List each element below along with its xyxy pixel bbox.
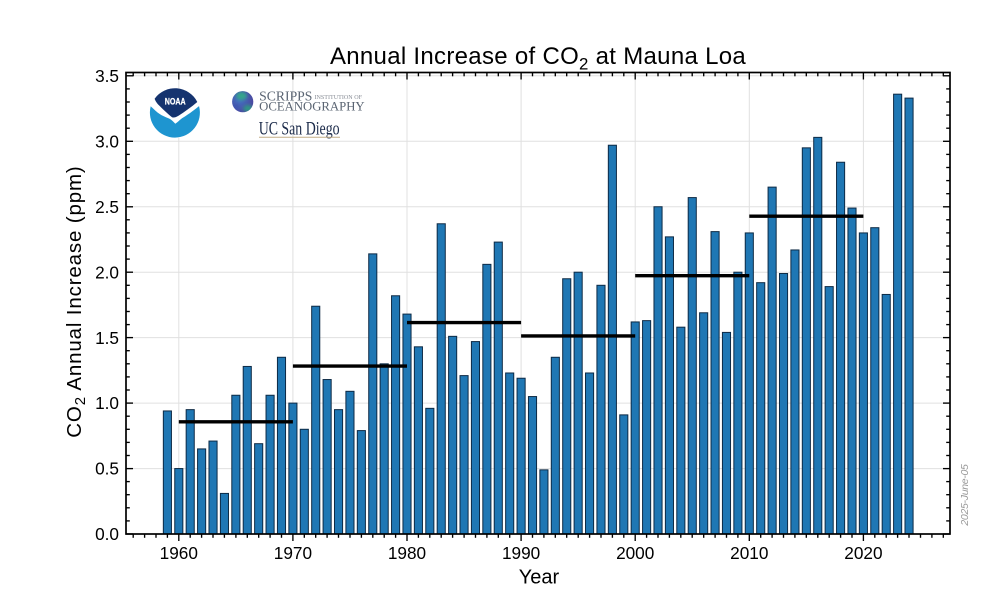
svg-text:1.5: 1.5	[95, 328, 119, 348]
svg-text:2025-June-05: 2025-June-05	[959, 464, 971, 527]
svg-text:UC San Diego: UC San Diego	[259, 118, 340, 139]
svg-text:1990: 1990	[502, 543, 540, 563]
svg-text:INSTITUTION OF: INSTITUTION OF	[315, 95, 363, 101]
svg-text:2010: 2010	[730, 543, 768, 563]
svg-text:NOAA: NOAA	[165, 96, 187, 106]
svg-text:3.5: 3.5	[95, 66, 119, 86]
svg-text:3.0: 3.0	[95, 131, 119, 151]
svg-text:1960: 1960	[160, 543, 198, 563]
svg-text:2.5: 2.5	[95, 197, 119, 217]
svg-text:Year: Year	[519, 566, 560, 588]
svg-text:2020: 2020	[844, 543, 882, 563]
svg-text:2.0: 2.0	[95, 262, 119, 282]
svg-text:SCRIPPS: SCRIPPS	[259, 89, 312, 104]
svg-text:1980: 1980	[388, 543, 426, 563]
svg-text:0.5: 0.5	[95, 459, 119, 479]
svg-text:OCEANOGRAPHY: OCEANOGRAPHY	[259, 100, 364, 114]
svg-text:CO2 Annual Increase (ppm): CO2 Annual Increase (ppm)	[63, 165, 89, 437]
svg-text:0.0: 0.0	[95, 524, 119, 544]
svg-text:Annual Increase of CO2 at Maun: Annual Increase of CO2 at Mauna Loa	[330, 43, 746, 74]
svg-text:2000: 2000	[616, 543, 654, 563]
svg-text:1970: 1970	[274, 543, 312, 563]
svg-text:1.0: 1.0	[95, 393, 119, 413]
